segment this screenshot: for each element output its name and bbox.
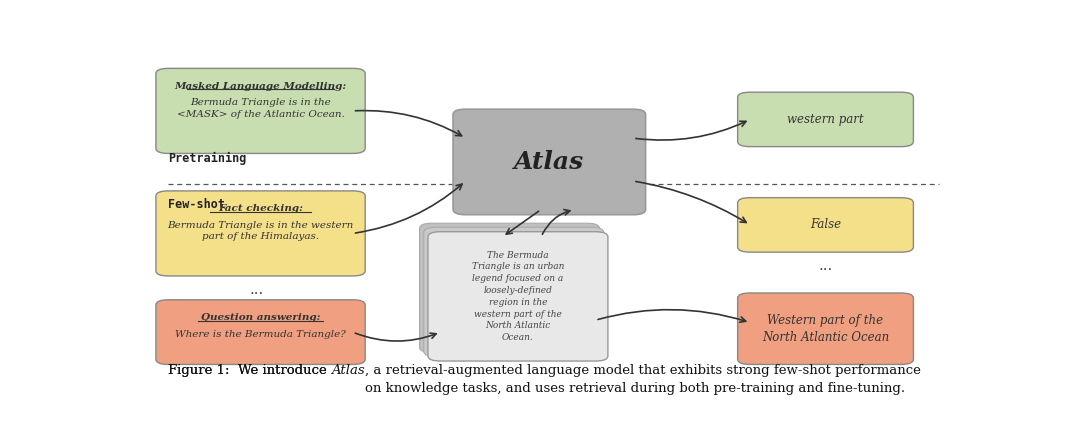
Text: Few-shot: Few-shot: [168, 198, 226, 211]
FancyBboxPatch shape: [738, 198, 914, 252]
FancyBboxPatch shape: [156, 69, 365, 153]
FancyBboxPatch shape: [738, 293, 914, 365]
Text: Bermuda Triangle is in the
<MASK> of the Atlantic Ocean.: Bermuda Triangle is in the <MASK> of the…: [177, 98, 345, 119]
FancyBboxPatch shape: [454, 109, 646, 215]
FancyBboxPatch shape: [156, 191, 365, 276]
Text: Bermuda Triangle is in the western
part of the Himalayas.: Bermuda Triangle is in the western part …: [167, 221, 353, 241]
Text: Question answering:: Question answering:: [201, 313, 321, 322]
Text: , a retrieval-augmented language model that exhibits strong few-shot performance: , a retrieval-augmented language model t…: [365, 365, 921, 396]
FancyBboxPatch shape: [156, 300, 365, 365]
FancyBboxPatch shape: [428, 232, 608, 361]
Text: Pretraining: Pretraining: [168, 152, 247, 165]
Text: Atlas: Atlas: [514, 150, 584, 174]
Text: ...: ...: [249, 282, 264, 297]
Text: western part: western part: [787, 113, 864, 126]
Text: False: False: [810, 218, 841, 232]
Text: Figure 1:  We introduce: Figure 1: We introduce: [168, 365, 332, 377]
FancyBboxPatch shape: [738, 92, 914, 147]
Text: Masked Language Modelling:: Masked Language Modelling:: [175, 82, 347, 91]
FancyBboxPatch shape: [423, 227, 604, 357]
Text: Figure 1:  We introduce: Figure 1: We introduce: [168, 365, 332, 377]
Text: Where is the Bermuda Triangle?: Where is the Bermuda Triangle?: [175, 330, 346, 339]
Text: Fact checking:: Fact checking:: [218, 205, 303, 213]
Text: ...: ...: [819, 259, 833, 273]
FancyBboxPatch shape: [419, 223, 599, 353]
Text: Atlas: Atlas: [332, 365, 365, 377]
Text: The Bermuda
Triangle is an urban
legend focused on a
loosely-defined
region in t: The Bermuda Triangle is an urban legend …: [472, 251, 564, 342]
Text: Western part of the
North Atlantic Ocean: Western part of the North Atlantic Ocean: [761, 314, 889, 344]
